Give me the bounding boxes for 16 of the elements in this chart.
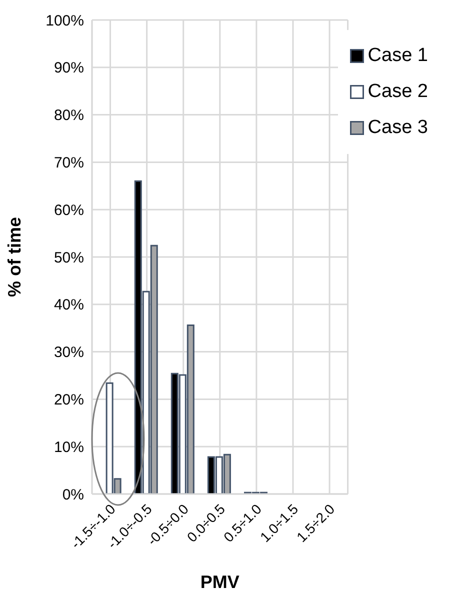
y-tick-label: 40% xyxy=(54,296,84,314)
y-tick-label: 80% xyxy=(54,107,84,124)
y-axis-title: % of time xyxy=(4,216,24,298)
y-tick-label: 90% xyxy=(54,60,84,77)
x-axis-title: PMV xyxy=(200,572,240,592)
legend-label: Case 3 xyxy=(368,116,428,140)
y-tick-label: 0% xyxy=(62,486,84,504)
legend-label: Case 1 xyxy=(368,44,428,68)
legend-label: Case 2 xyxy=(368,80,428,104)
y-tick-label: 100% xyxy=(46,12,84,30)
y-tick-label: 70% xyxy=(54,154,84,172)
y-tick-label: 30% xyxy=(54,344,84,362)
y-tick-label: 60% xyxy=(54,202,84,219)
y-tick-label: 50% xyxy=(54,249,84,266)
y-tick-label: 10% xyxy=(54,438,84,456)
y-tick-label: 20% xyxy=(54,392,84,409)
